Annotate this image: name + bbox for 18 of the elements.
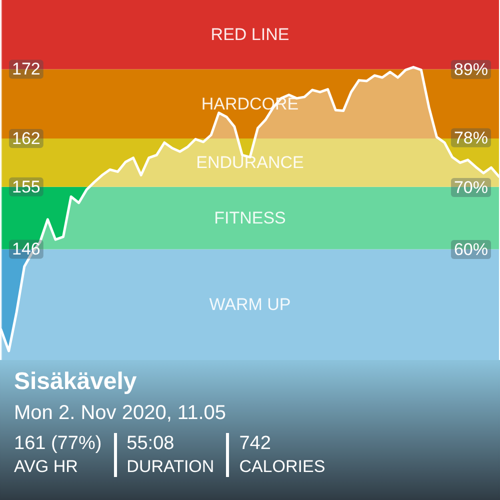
band-label: RED LINE xyxy=(210,25,290,44)
y2-tick-label: 70% xyxy=(454,178,488,197)
band-label: ENDURANCE xyxy=(196,153,304,172)
y-tick-label: 162 xyxy=(12,128,40,148)
text: Sisäkävely xyxy=(14,368,138,396)
text: 55:08 xyxy=(126,433,176,455)
text: CALORIES xyxy=(239,457,326,477)
text: DURATION xyxy=(126,457,214,477)
text: 161 (77%) xyxy=(14,433,102,455)
band-label: FITNESS xyxy=(214,208,286,228)
text: 742 xyxy=(239,433,272,455)
y2-tick-label: 78% xyxy=(454,128,488,148)
band-label: WARM UP xyxy=(209,295,291,314)
text: AVG HR xyxy=(14,457,79,477)
y-tick-label: 172 xyxy=(12,60,40,79)
y2-tick-label: 89% xyxy=(454,60,488,80)
y2-tick-label: 60% xyxy=(454,240,488,260)
text: Mon 2. Nov 2020, 11.05 xyxy=(14,402,227,425)
